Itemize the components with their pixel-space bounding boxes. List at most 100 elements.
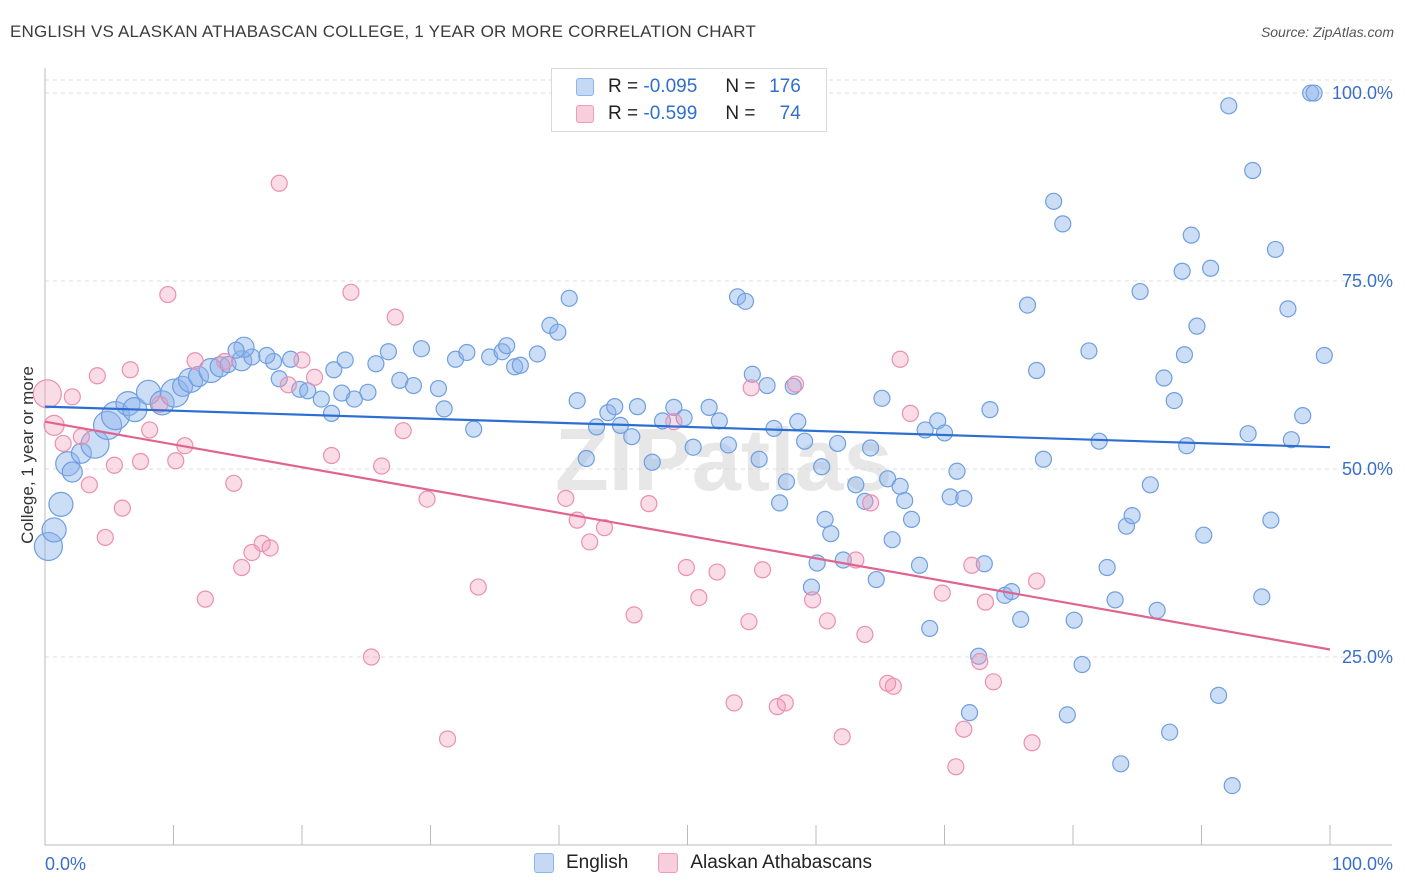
- data-point: [1028, 572, 1046, 590]
- data-point: [1080, 342, 1098, 360]
- data-point: [171, 375, 194, 397]
- data-point: [829, 434, 847, 453]
- data-point: [528, 345, 546, 363]
- data-point: [941, 488, 959, 506]
- english-n-value: 176: [769, 76, 801, 97]
- data-point: [1148, 601, 1166, 619]
- data-point: [261, 539, 279, 557]
- data-point: [1034, 450, 1053, 468]
- data-point: [947, 758, 965, 776]
- data-point: [1106, 591, 1124, 609]
- alaskan-legend-label: Alaskan Athabascans: [690, 852, 872, 873]
- data-point: [342, 283, 360, 301]
- y-tick-label: 75.0%: [1342, 271, 1393, 291]
- data-point: [587, 418, 606, 436]
- data-point: [847, 476, 865, 494]
- data-point: [802, 578, 821, 596]
- data-point: [1173, 262, 1191, 280]
- data-point: [955, 720, 973, 738]
- data-point: [404, 376, 423, 395]
- data-point: [1294, 407, 1312, 425]
- data-point: [159, 285, 177, 304]
- data-point: [873, 389, 891, 407]
- data-point: [984, 673, 1002, 691]
- data-point: [1220, 97, 1238, 115]
- data-point: [560, 289, 578, 307]
- data-point: [833, 728, 851, 746]
- data-point: [1282, 431, 1300, 449]
- data-point: [1065, 611, 1083, 629]
- tick-labels: 25.0% 50.0% 75.0% 100.0% 0.0% 100.0%: [45, 83, 1393, 874]
- data-point: [960, 704, 979, 722]
- series-legend: English Alaskan Athabascans: [0, 852, 1406, 874]
- data-point: [955, 489, 973, 507]
- data-point: [305, 368, 324, 386]
- series-alaskan-athabascans: [32, 174, 1046, 776]
- data-point: [891, 350, 909, 368]
- data-point: [293, 351, 311, 369]
- data-point: [312, 390, 330, 408]
- data-point: [750, 450, 768, 468]
- data-point: [498, 337, 516, 355]
- data-point: [921, 619, 939, 638]
- data-point: [1023, 734, 1041, 752]
- data-point: [1188, 317, 1206, 335]
- data-point: [61, 461, 83, 483]
- english-legend-label: English: [565, 852, 629, 873]
- data-point: [599, 404, 617, 422]
- legend-item-english[interactable]: English: [533, 852, 629, 874]
- data-point: [113, 499, 131, 517]
- data-point: [1161, 723, 1179, 741]
- data-point: [322, 404, 341, 422]
- data-point: [684, 438, 702, 456]
- data-point: [1058, 706, 1076, 724]
- data-point: [1305, 84, 1323, 102]
- data-point: [803, 591, 822, 609]
- data-point: [557, 489, 575, 507]
- data-point: [32, 379, 62, 409]
- data-point: [1012, 610, 1030, 629]
- data-point: [822, 525, 840, 543]
- data-point: [1018, 296, 1037, 314]
- data-point: [386, 308, 404, 326]
- data-point: [438, 730, 457, 748]
- data-point: [481, 348, 499, 366]
- data-point: [359, 383, 377, 401]
- data-point: [258, 346, 276, 365]
- data-point: [606, 398, 624, 416]
- data-point: [758, 376, 776, 395]
- data-point: [1223, 776, 1241, 795]
- y-tick-label: 25.0%: [1342, 647, 1393, 667]
- data-point: [742, 379, 760, 397]
- data-point: [506, 358, 524, 376]
- data-point: [151, 395, 169, 413]
- x-tick-label: 100.0%: [1332, 854, 1393, 874]
- data-point: [105, 456, 123, 474]
- data-point: [80, 476, 98, 494]
- data-point: [1195, 526, 1213, 544]
- data-point: [167, 452, 185, 470]
- data-point: [1239, 425, 1257, 443]
- data-point: [1155, 369, 1173, 387]
- data-point: [981, 401, 999, 419]
- legend-row-english: R = -0.095 N = 176: [576, 74, 801, 100]
- data-point: [884, 677, 902, 695]
- data-point: [325, 361, 343, 379]
- data-point: [970, 647, 988, 665]
- data-point: [270, 370, 288, 388]
- data-point: [581, 533, 599, 551]
- data-point: [1253, 588, 1271, 606]
- data-point: [1262, 511, 1280, 529]
- data-point: [1209, 686, 1228, 704]
- data-point: [270, 174, 288, 192]
- data-point: [700, 398, 718, 416]
- data-point: [753, 561, 772, 579]
- legend-item-alaskan[interactable]: Alaskan Athabascans: [658, 852, 872, 874]
- data-point: [429, 379, 448, 398]
- data-point: [971, 652, 989, 671]
- data-point: [933, 584, 951, 602]
- data-point: [1131, 282, 1149, 301]
- data-point: [253, 534, 271, 553]
- english-legend-swatch: [533, 853, 554, 873]
- data-point: [511, 356, 529, 374]
